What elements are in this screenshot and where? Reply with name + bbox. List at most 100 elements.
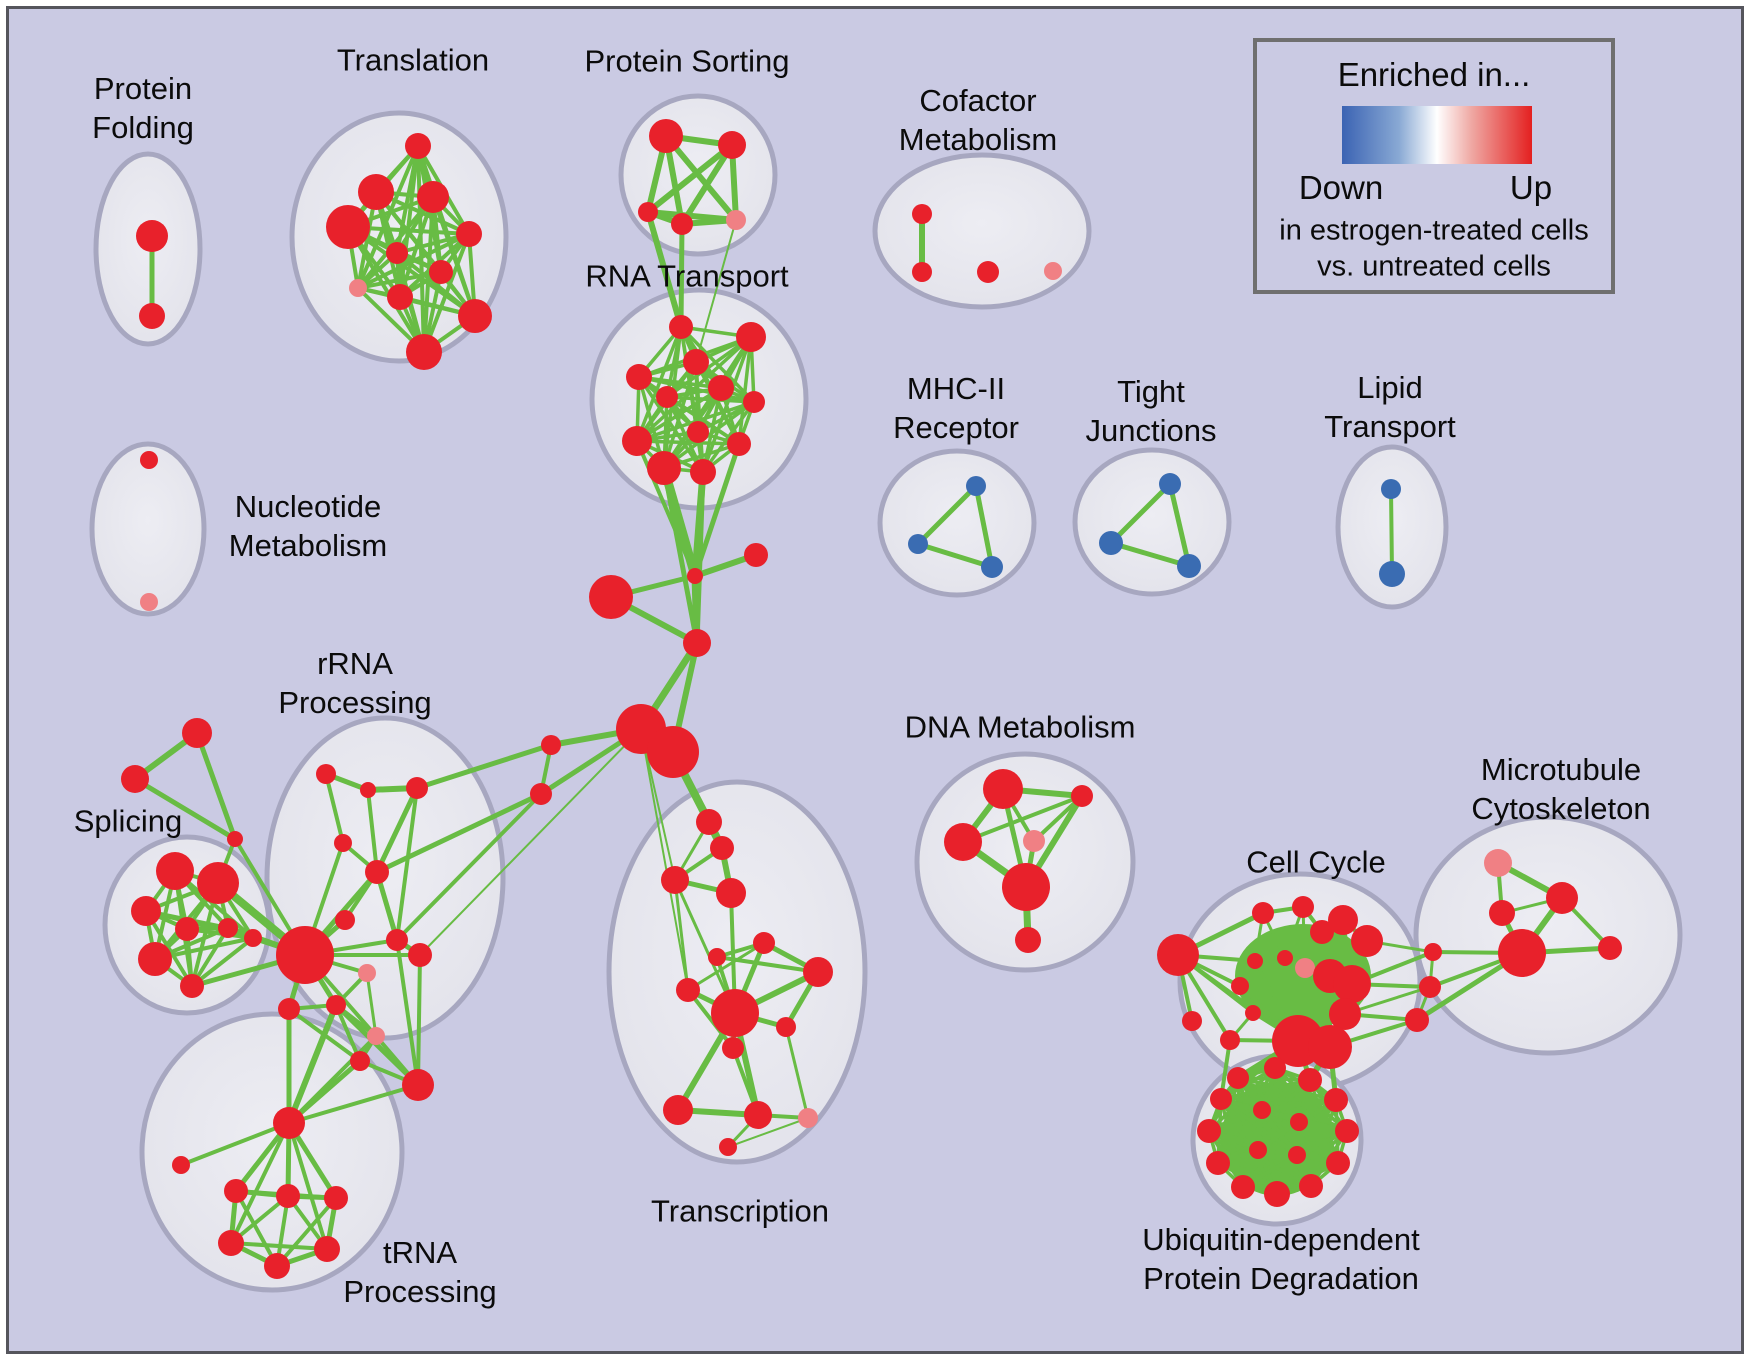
- gene-set-node-rr-11: [278, 998, 300, 1020]
- legend-up-label: Up: [1509, 169, 1553, 206]
- gene-set-node-rr-6: [276, 926, 334, 984]
- gene-set-node-rt-4: [656, 386, 678, 408]
- cluster-label-splicing: Splicing: [73, 803, 183, 839]
- similarity-edge: [234, 1189, 279, 1268]
- gene-set-node-sp-3: [175, 917, 199, 941]
- gene-set-node-sp-7: [244, 929, 262, 947]
- gene-set-node-cc-3: [1292, 896, 1314, 918]
- gene-set-node-cc-13: [1329, 998, 1361, 1030]
- similarity-edge: [679, 325, 756, 404]
- gene-set-node-ub-4: [1335, 1119, 1359, 1143]
- gene-set-node-sp-4: [218, 918, 238, 938]
- gene-set-node-cc-8: [1277, 950, 1293, 966]
- gene-set-node-ub-10: [1197, 1119, 1221, 1143]
- nodes-layer: [121, 119, 1622, 1279]
- gene-set-node-mc-7: [1598, 936, 1622, 960]
- gene-set-node-rr-14: [350, 1051, 370, 1071]
- gene-set-node-tl-8: [387, 284, 413, 310]
- similarity-edge: [701, 386, 723, 474]
- gene-set-node-cc-12: [1333, 965, 1371, 1003]
- gene-set-node-sp-1: [197, 862, 239, 904]
- gene-set-node-rt-11: [727, 432, 751, 456]
- gene-set-node-rt-6: [743, 391, 765, 413]
- gene-set-node-mc-6: [1405, 1008, 1429, 1032]
- gene-set-node-ub-7: [1264, 1181, 1290, 1207]
- cluster-label-transcription: Transcription: [650, 1193, 830, 1229]
- similarity-edge: [694, 469, 706, 646]
- similarity-edge: [414, 742, 554, 791]
- gene-set-node-tl-10: [406, 334, 442, 370]
- gene-set-node-dm-2: [944, 823, 982, 861]
- gene-set-node-rt-0: [669, 315, 693, 339]
- similarity-edge: [179, 1121, 291, 1167]
- gene-set-node-cn-0: [589, 575, 633, 619]
- similarity-edge: [1219, 1097, 1245, 1189]
- gene-set-node-rr-13: [402, 1069, 434, 1101]
- gene-set-node-cc-5: [1328, 905, 1358, 935]
- gene-set-node-ub-13: [1290, 1113, 1308, 1131]
- similarity-edge: [665, 395, 756, 404]
- gene-set-node-ps-4: [726, 210, 746, 230]
- gene-set-node-ub-6: [1299, 1174, 1323, 1198]
- gene-set-node-ps-2: [638, 202, 658, 222]
- gene-set-node-tx-2: [661, 866, 689, 894]
- gene-set-node-cc-6: [1351, 925, 1383, 957]
- gene-set-node-tj-2: [1177, 554, 1201, 578]
- similarity-edge: [727, 1117, 809, 1148]
- similarity-edge: [1219, 1097, 1338, 1102]
- cluster-ellipse-nm: [89, 441, 207, 617]
- similarity-edge: [324, 772, 345, 845]
- gene-set-node-cc-7: [1247, 953, 1263, 969]
- gene-set-node-cn-2: [744, 543, 768, 567]
- gene-set-node-rr-4: [365, 860, 389, 884]
- similarity-edge: [915, 541, 995, 570]
- similarity-edge: [1260, 1098, 1338, 1112]
- gene-set-node-cm-1: [912, 262, 932, 282]
- gene-set-node-tx-11: [663, 1095, 693, 1125]
- gene-set-node-ub-11: [1210, 1088, 1232, 1110]
- cluster-ellipse-dm: [914, 751, 1136, 973]
- similarity-edge: [190, 936, 255, 988]
- gene-set-node-tl-7: [349, 279, 367, 297]
- gene-set-node-ub-15: [1288, 1146, 1306, 1164]
- gene-set-node-mc-5: [1419, 976, 1441, 998]
- gene-set-node-cn-5: [647, 726, 699, 778]
- similarity-edge: [366, 788, 379, 874]
- legend-box: Enriched in... Down Up in estrogen-treat…: [1253, 38, 1615, 294]
- similarity-edge: [663, 133, 739, 223]
- similarity-edge: [286, 1002, 339, 1126]
- gene-set-node-mc-3: [1498, 929, 1546, 977]
- similarity-edge: [346, 225, 426, 354]
- gene-set-node-lt-1: [1379, 561, 1405, 587]
- similarity-edge: [637, 375, 705, 474]
- cluster-label-protein-sorting: Protein Sorting: [584, 43, 790, 79]
- similarity-edge: [395, 938, 420, 1087]
- gene-set-node-cc-17: [1308, 1025, 1352, 1069]
- gene-set-node-rr-7: [386, 929, 408, 951]
- gene-set-node-tx-0: [696, 809, 722, 835]
- gene-set-node-ub-2: [1298, 1068, 1322, 1092]
- gene-set-node-tl-0: [405, 133, 431, 159]
- gene-set-node-pf-1: [139, 303, 165, 329]
- gene-set-node-tr-5: [218, 1230, 244, 1256]
- gene-set-node-dm-1: [1071, 785, 1093, 807]
- gene-set-node-rr-3: [334, 834, 352, 852]
- gene-set-node-ps-3: [671, 213, 693, 235]
- similarity-edge: [287, 1034, 378, 1125]
- similarity-edge: [1167, 481, 1192, 569]
- gene-set-node-rr-1: [360, 782, 376, 798]
- similarity-edge: [645, 142, 735, 215]
- gene-set-node-mc-0: [1484, 849, 1512, 877]
- gene-set-node-tl-3: [326, 205, 370, 249]
- gene-set-node-tj-1: [1099, 531, 1123, 555]
- similarity-edge: [1389, 487, 1394, 576]
- similarity-edge: [701, 400, 756, 474]
- gene-set-node-rt-5: [708, 375, 734, 401]
- similarity-edge: [686, 988, 735, 1050]
- similarity-edge: [686, 941, 766, 992]
- gene-set-node-tr-0: [273, 1107, 305, 1139]
- gene-set-node-tl-2: [417, 181, 449, 213]
- gene-set-node-sp-0: [156, 852, 194, 890]
- similarity-edge: [365, 971, 378, 1038]
- cluster-label-trna-processing: tRNA Processing: [343, 1235, 497, 1309]
